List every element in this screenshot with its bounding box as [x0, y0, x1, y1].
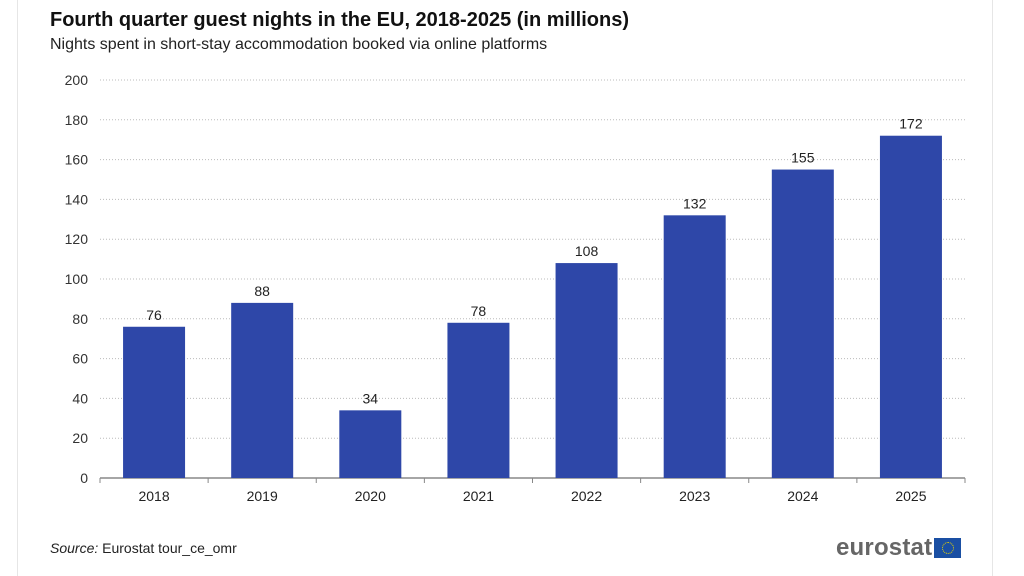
eurostat-logo: eurostat [836, 534, 962, 562]
data-label: 76 [146, 307, 162, 323]
data-label: 172 [899, 116, 923, 132]
x-tick-label: 2019 [247, 488, 278, 504]
y-tick-label: 20 [72, 430, 88, 446]
x-tick-label: 2023 [679, 488, 710, 504]
y-tick-label: 200 [65, 72, 89, 88]
y-tick-label: 100 [65, 271, 89, 287]
x-tick-label: 2022 [571, 488, 602, 504]
x-tick-label: 2020 [355, 488, 386, 504]
x-tick-label: 2021 [463, 488, 494, 504]
data-label: 34 [363, 390, 379, 406]
data-label: 132 [683, 195, 707, 211]
bar-2023 [663, 215, 726, 478]
data-label: 88 [254, 283, 270, 299]
source-note: Source: Eurostat tour_ce_omr [50, 540, 237, 556]
x-tick-label: 2024 [787, 488, 818, 504]
y-tick-label: 160 [65, 152, 89, 168]
bar-2020 [339, 410, 402, 478]
y-tick-label: 60 [72, 351, 88, 367]
x-tick-label: 2018 [138, 488, 169, 504]
bar-2018 [123, 326, 186, 478]
y-tick-label: 0 [80, 470, 88, 486]
bar-2019 [231, 302, 294, 478]
y-tick-label: 180 [65, 112, 89, 128]
chart-frame [17, 0, 993, 576]
y-tick-label: 120 [65, 231, 89, 247]
y-tick-label: 80 [72, 311, 88, 327]
x-tick-label: 2025 [895, 488, 926, 504]
y-tick-label: 140 [65, 191, 89, 207]
bar-2025 [879, 135, 942, 478]
data-label: 108 [575, 243, 599, 259]
source-label: Source: [50, 540, 99, 556]
data-label: 78 [471, 303, 487, 319]
bar-2024 [771, 169, 834, 479]
chart-subtitle: Nights spent in short-stay accommodation… [50, 36, 548, 53]
chart-title: Fourth quarter guest nights in the EU, 2… [50, 9, 629, 31]
bar-2022 [555, 263, 618, 478]
eu-flag-icon [934, 538, 962, 558]
bar-2021 [447, 322, 510, 478]
data-label: 155 [791, 150, 815, 166]
source-text: Eurostat tour_ce_omr [98, 540, 237, 556]
y-tick-label: 40 [72, 390, 88, 406]
logo-text: eurostat [836, 534, 933, 561]
